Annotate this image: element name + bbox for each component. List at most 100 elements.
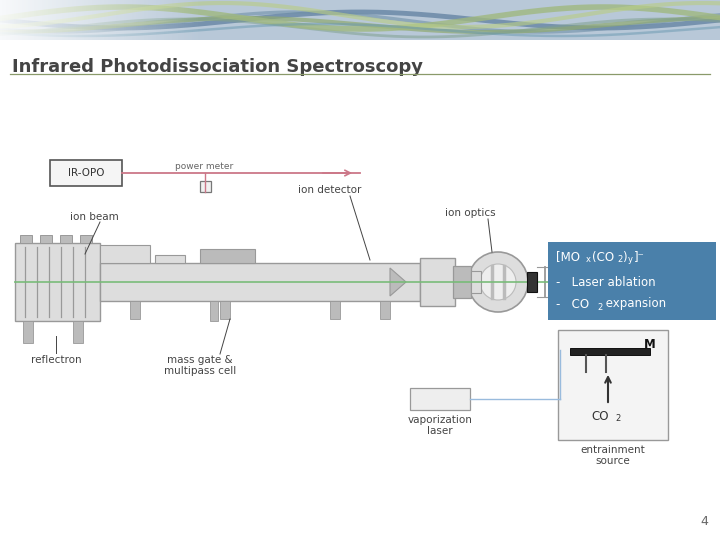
Bar bbox=[76, 0, 78, 40]
Bar bbox=[102, 0, 104, 40]
Bar bbox=[0, 0, 2, 40]
Text: ion detector: ion detector bbox=[298, 185, 361, 195]
Bar bbox=[155, 255, 185, 263]
Bar bbox=[4, 0, 6, 40]
Bar bbox=[40, 235, 52, 243]
Bar bbox=[220, 301, 230, 319]
Bar bbox=[184, 0, 186, 40]
Bar bbox=[8, 0, 10, 40]
Bar bbox=[78, 0, 80, 40]
Bar bbox=[132, 0, 134, 40]
Bar bbox=[158, 0, 160, 40]
Bar bbox=[156, 0, 158, 40]
Text: -   Laser ablation: - Laser ablation bbox=[556, 275, 656, 288]
Bar bbox=[170, 0, 172, 40]
Bar bbox=[66, 0, 68, 40]
Bar bbox=[98, 0, 100, 40]
Bar bbox=[144, 0, 146, 40]
Bar bbox=[176, 0, 178, 40]
Bar bbox=[73, 321, 83, 343]
Bar bbox=[162, 0, 164, 40]
Bar bbox=[10, 0, 12, 40]
Bar bbox=[2, 0, 4, 40]
Bar bbox=[110, 0, 112, 40]
Bar bbox=[200, 249, 255, 263]
Bar bbox=[80, 0, 82, 40]
Bar bbox=[172, 0, 174, 40]
Bar bbox=[62, 0, 64, 40]
Bar bbox=[26, 0, 28, 40]
Bar bbox=[112, 0, 114, 40]
Bar bbox=[24, 0, 26, 40]
Bar bbox=[86, 0, 88, 40]
Bar bbox=[20, 235, 32, 243]
Text: source: source bbox=[595, 456, 631, 466]
Text: vaporization: vaporization bbox=[408, 415, 472, 425]
Bar bbox=[22, 0, 24, 40]
Bar bbox=[114, 0, 116, 40]
Bar bbox=[90, 0, 92, 40]
Bar bbox=[420, 258, 455, 306]
Bar bbox=[174, 0, 176, 40]
Bar bbox=[60, 0, 62, 40]
Bar bbox=[70, 0, 72, 40]
Text: 2: 2 bbox=[616, 414, 621, 423]
Bar bbox=[54, 0, 56, 40]
Bar bbox=[108, 0, 110, 40]
Bar bbox=[28, 0, 30, 40]
Text: x: x bbox=[586, 255, 591, 265]
Bar bbox=[136, 0, 138, 40]
Circle shape bbox=[480, 264, 516, 300]
Bar bbox=[16, 0, 18, 40]
Bar bbox=[52, 0, 54, 40]
Bar bbox=[56, 0, 58, 40]
Text: Infrared Photodissociation Spectroscopy: Infrared Photodissociation Spectroscopy bbox=[12, 58, 423, 76]
Text: 2: 2 bbox=[597, 302, 602, 312]
Text: -   CO: - CO bbox=[556, 298, 589, 310]
Bar bbox=[64, 0, 66, 40]
Bar bbox=[410, 388, 470, 410]
Bar bbox=[120, 0, 122, 40]
Bar bbox=[160, 0, 162, 40]
Bar bbox=[0, 0, 720, 40]
Text: multipass cell: multipass cell bbox=[164, 366, 236, 376]
Bar bbox=[134, 0, 136, 40]
Bar bbox=[92, 0, 94, 40]
Bar bbox=[182, 0, 184, 40]
Bar bbox=[122, 0, 124, 40]
Text: 2: 2 bbox=[617, 255, 622, 265]
Bar bbox=[32, 0, 34, 40]
Bar bbox=[80, 235, 92, 243]
Bar bbox=[471, 271, 481, 293]
Bar bbox=[30, 0, 32, 40]
Bar bbox=[330, 301, 340, 319]
Bar bbox=[124, 0, 126, 40]
Text: ]⁻: ]⁻ bbox=[634, 251, 645, 264]
Bar bbox=[570, 348, 650, 355]
Text: y: y bbox=[628, 255, 633, 265]
Bar bbox=[15, 243, 100, 321]
Bar bbox=[48, 0, 50, 40]
Bar bbox=[40, 0, 42, 40]
Text: mass gate &: mass gate & bbox=[167, 355, 233, 365]
Bar bbox=[20, 0, 22, 40]
Bar bbox=[100, 245, 150, 263]
Bar bbox=[106, 0, 108, 40]
Bar bbox=[130, 0, 132, 40]
Text: (CO: (CO bbox=[592, 251, 614, 264]
Bar bbox=[146, 0, 148, 40]
Bar bbox=[168, 0, 170, 40]
Bar bbox=[34, 0, 36, 40]
Bar bbox=[18, 0, 20, 40]
Bar bbox=[14, 0, 16, 40]
Bar bbox=[23, 321, 33, 343]
Bar bbox=[104, 0, 106, 40]
Bar bbox=[50, 160, 122, 186]
Bar bbox=[116, 0, 118, 40]
Bar bbox=[140, 0, 142, 40]
Bar bbox=[74, 0, 76, 40]
Bar bbox=[380, 301, 390, 319]
Bar bbox=[527, 272, 537, 292]
Bar bbox=[44, 0, 46, 40]
Text: ion optics: ion optics bbox=[445, 208, 495, 218]
